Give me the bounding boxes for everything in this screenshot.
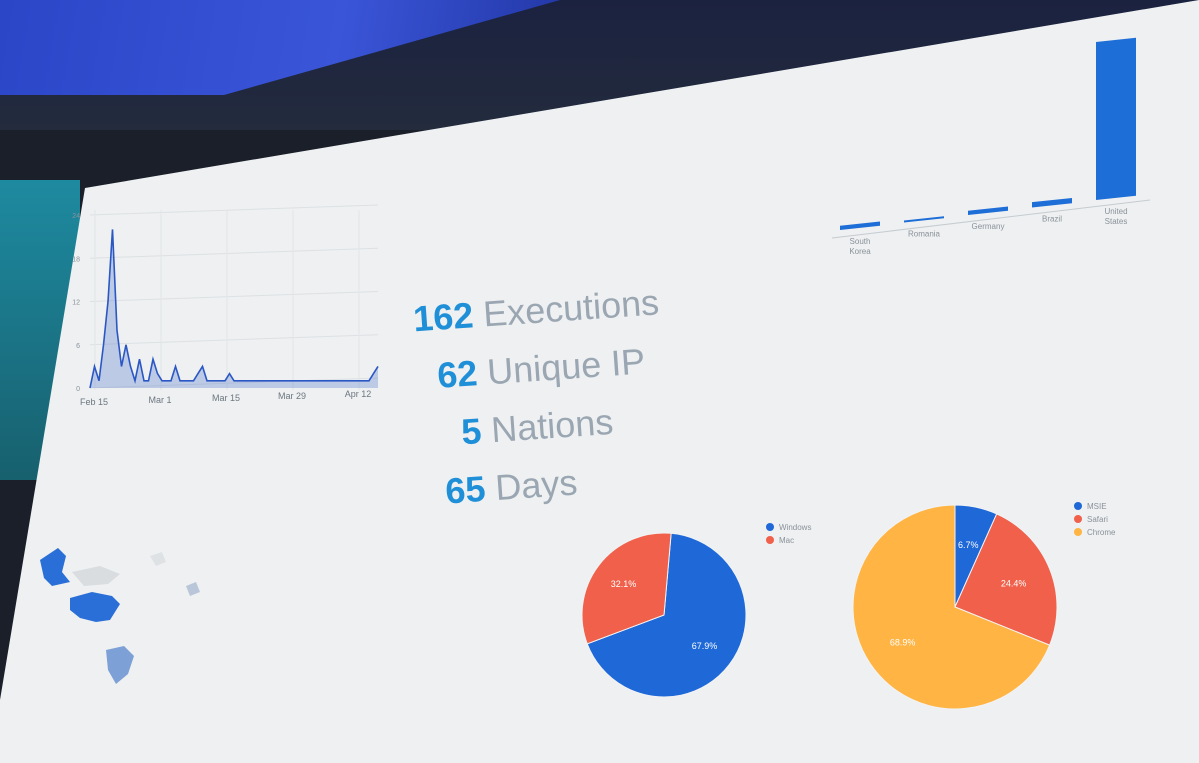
legend-label: Mac bbox=[779, 536, 794, 545]
area-x-tick-label: Apr 12 bbox=[345, 389, 372, 399]
area-series-line bbox=[89, 229, 379, 389]
bar-category-label: Brazil bbox=[1042, 215, 1062, 224]
browser-pie-legend: MSIE Safari Chrome bbox=[1074, 502, 1116, 537]
area-x-tick-label: Mar 1 bbox=[148, 395, 171, 405]
os-pie-chart: 67.9% 32.1% bbox=[581, 532, 747, 698]
bar-category-label: Germany bbox=[972, 222, 1005, 231]
stat-label: Days bbox=[493, 461, 579, 509]
bar-category-label: United bbox=[1104, 207, 1127, 216]
pie-slice-safari bbox=[954, 513, 1058, 646]
bar-category-label: South bbox=[850, 237, 871, 246]
area-x-tick-label: Mar 15 bbox=[212, 393, 240, 403]
legend-swatch bbox=[1074, 515, 1082, 523]
usa-shape bbox=[70, 592, 120, 622]
bar-romania bbox=[904, 216, 944, 223]
bar-united-states bbox=[1096, 37, 1136, 200]
stat-value: 65 bbox=[443, 467, 487, 512]
stat-value: 162 bbox=[411, 294, 475, 340]
bar-chart-axis bbox=[831, 199, 1151, 239]
stat-value: 5 bbox=[459, 409, 483, 453]
bar-south-korea bbox=[840, 221, 880, 231]
bar-series bbox=[840, 37, 1136, 231]
stats-block: 162 Executions 62 Unique IP 5 Nations 65… bbox=[390, 278, 725, 532]
area-y-tick-label: 18 bbox=[72, 256, 80, 263]
pie-slice-chrome bbox=[852, 504, 1051, 710]
legend-swatch bbox=[1074, 502, 1082, 510]
canada-hint bbox=[72, 566, 120, 586]
alaska-shape bbox=[40, 548, 70, 586]
area-gridline-h bbox=[89, 377, 379, 389]
area-x-tick-label: Mar 29 bbox=[278, 391, 306, 401]
pie-slice-label: 67.9% bbox=[692, 641, 718, 651]
area-gridline-h bbox=[89, 204, 379, 216]
area-y-tick-label: 12 bbox=[72, 300, 80, 307]
brazil-shape bbox=[106, 646, 134, 684]
pie-slice-label: 68.9% bbox=[890, 637, 916, 647]
area-y-tick-label: 0 bbox=[76, 386, 80, 393]
bar-brazil bbox=[1032, 197, 1072, 208]
bar-category-label: States bbox=[1105, 217, 1128, 226]
legend-swatch bbox=[1074, 528, 1082, 536]
legend-label: Chrome bbox=[1087, 528, 1116, 537]
legend-label: MSIE bbox=[1087, 502, 1107, 511]
area-x-ticks: Feb 15 Mar 1 Mar 15 Mar 29 Apr 12 bbox=[80, 389, 371, 407]
islands-hint bbox=[186, 582, 200, 596]
bar-category-label: Romania bbox=[908, 230, 941, 239]
area-x-tick-label: Feb 15 bbox=[80, 397, 108, 407]
legend-swatch bbox=[766, 523, 774, 531]
bar-germany bbox=[968, 206, 1008, 216]
greenland-hint bbox=[150, 552, 166, 566]
area-y-tick-label: 6 bbox=[76, 343, 80, 350]
pie-slice-label: 32.1% bbox=[611, 579, 637, 589]
area-series-fill bbox=[90, 229, 378, 388]
stat-label: Nations bbox=[489, 400, 615, 451]
area-y-tick-label: 24 bbox=[72, 213, 80, 220]
stat-value: 62 bbox=[435, 352, 479, 396]
legend-label: Windows bbox=[779, 523, 811, 532]
area-y-ticks: 0 6 12 18 24 bbox=[72, 213, 80, 393]
pie-slice-label: 6.7% bbox=[958, 540, 979, 550]
pie-slice-label: 24.4% bbox=[1001, 578, 1027, 588]
pie-slice-mac bbox=[581, 532, 672, 645]
area-chart-grid bbox=[89, 204, 379, 390]
executions-timeline-chart: 0 6 12 18 24 Feb 15 Mar 1 Mar 15 Mar 29 Apr 12 bbox=[72, 204, 379, 407]
pie-slice-windows bbox=[586, 532, 747, 698]
legend-swatch bbox=[766, 536, 774, 544]
area-gridline-h bbox=[89, 334, 379, 346]
browser-pie-chart: 6.7% 24.4% 68.9% bbox=[852, 504, 1058, 710]
bar-category-label: Korea bbox=[849, 247, 871, 256]
area-gridline-h bbox=[89, 291, 379, 302]
world-map bbox=[40, 548, 200, 684]
os-pie-legend: Windows Mac bbox=[766, 523, 811, 545]
legend-label: Safari bbox=[1087, 515, 1108, 524]
area-gridline-h bbox=[89, 247, 379, 259]
